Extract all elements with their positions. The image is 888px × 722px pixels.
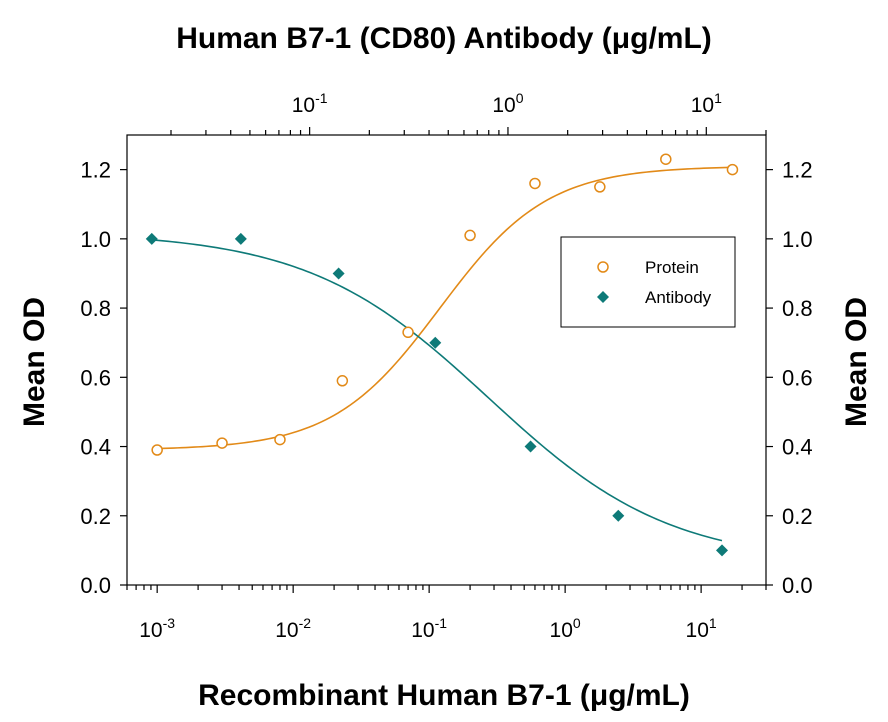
legend-antibody-label: Antibody <box>645 288 712 307</box>
y-right-tick-label: 0.8 <box>782 296 813 321</box>
legend: Protein Antibody <box>560 236 736 328</box>
y-right-tick-label: 1.2 <box>782 158 813 183</box>
x-bottom-tick-label: 100 <box>550 615 581 642</box>
x-bottom-tick-label: 10-3 <box>139 615 175 642</box>
legend-box <box>560 236 736 328</box>
y-right-tick-label: 0.6 <box>782 365 813 390</box>
fit-curve-protein <box>157 166 733 450</box>
y-left-tick-label: 0.8 <box>80 296 111 321</box>
top-axis-title: Human B7-1 (CD80) Antibody (μg/mL) <box>176 22 712 55</box>
point-antibody <box>612 509 625 522</box>
point-antibody <box>524 440 537 453</box>
point-antibody <box>234 232 247 245</box>
point-protein <box>274 433 286 446</box>
axes: 0.0 0.0 0.2 0.2 0.4 0.4 0.6 0.6 0.8 0.8 1.0 1.0 1.2 1… <box>80 90 812 642</box>
x-bottom-tick-label: 101 <box>686 615 717 642</box>
left-axis-title: Mean OD <box>18 297 51 427</box>
x-bottom-tick-label: 10-2 <box>275 615 311 642</box>
y-left-tick-label: 1.2 <box>80 158 111 183</box>
point-protein <box>594 181 606 193</box>
x-bottom-tick-label: 10-1 <box>411 615 447 642</box>
x-top-tick-label: 100 <box>492 90 523 117</box>
y-left-tick-label: 0.6 <box>80 365 111 390</box>
point-protein <box>529 177 541 190</box>
point-protein <box>216 437 228 449</box>
right-axis-title: Mean OD <box>840 297 873 427</box>
y-left-tick-label: 0.0 <box>80 573 111 598</box>
y-right-tick-label: 0.4 <box>782 435 813 460</box>
y-right-tick-label: 0.0 <box>782 573 813 598</box>
y-right-tick-label: 1.0 <box>782 227 813 252</box>
legend-protein-marker <box>597 261 609 273</box>
point-protein <box>336 375 349 387</box>
data-marks <box>145 153 739 557</box>
y-right-tick-label: 0.2 <box>782 504 813 529</box>
fit-curve-antibody <box>151 239 723 542</box>
point-protein <box>660 153 672 165</box>
y-left-tick-label: 0.4 <box>80 435 111 460</box>
point-protein <box>402 326 414 339</box>
point-antibody <box>716 544 728 557</box>
legend-antibody-marker <box>597 291 609 303</box>
point-antibody <box>332 267 345 280</box>
bottom-axis-title: Recombinant Human B7-1 (μg/mL) <box>198 679 690 712</box>
point-protein <box>464 229 476 242</box>
x-top-tick-label: 101 <box>691 90 722 117</box>
point-protein <box>151 444 163 456</box>
point-antibody <box>429 336 442 349</box>
y-left-tick-label: 0.2 <box>80 504 111 529</box>
point-protein <box>726 163 739 176</box>
plot-frame <box>126 134 767 586</box>
y-left-tick-label: 1.0 <box>80 227 111 252</box>
point-antibody <box>145 232 158 245</box>
fit-curves <box>151 166 733 542</box>
x-top-tick-label: 10-1 <box>292 90 328 117</box>
legend-protein-label: Protein <box>645 258 699 277</box>
